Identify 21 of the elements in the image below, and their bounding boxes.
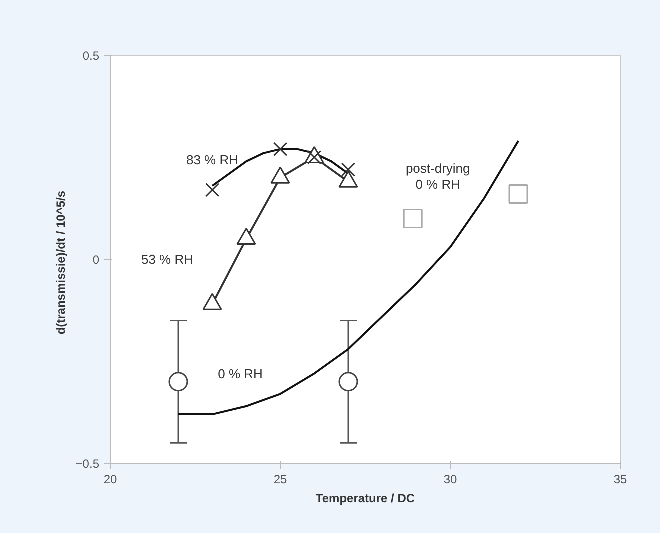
point: [205, 183, 220, 198]
line-series: [178, 140, 520, 416]
x-tick-label: 25: [274, 472, 288, 486]
x-axis-title: Temperature / DC: [316, 492, 416, 506]
text: 53 % RH: [141, 252, 194, 267]
series-label: post-drying 0 % RH: [406, 161, 470, 192]
point: [168, 372, 188, 392]
y-tick-label: 0.5: [82, 49, 100, 63]
y-axis-title: d(transmissie)/dt / 10^5/s: [54, 190, 68, 335]
point: [341, 162, 356, 177]
y-tick-label: 0: [92, 253, 100, 267]
text: 0 % RH: [218, 366, 263, 382]
point: [273, 142, 288, 156]
x-tick-label: 20: [104, 472, 118, 486]
x-tick-label: 35: [614, 472, 628, 486]
y-tick-label: −0.5: [76, 457, 100, 471]
point: [338, 372, 358, 392]
series-label: 83 % RH: [186, 152, 239, 168]
point: [403, 208, 423, 228]
x-tick-label: 30: [444, 472, 458, 486]
point: [508, 184, 528, 204]
